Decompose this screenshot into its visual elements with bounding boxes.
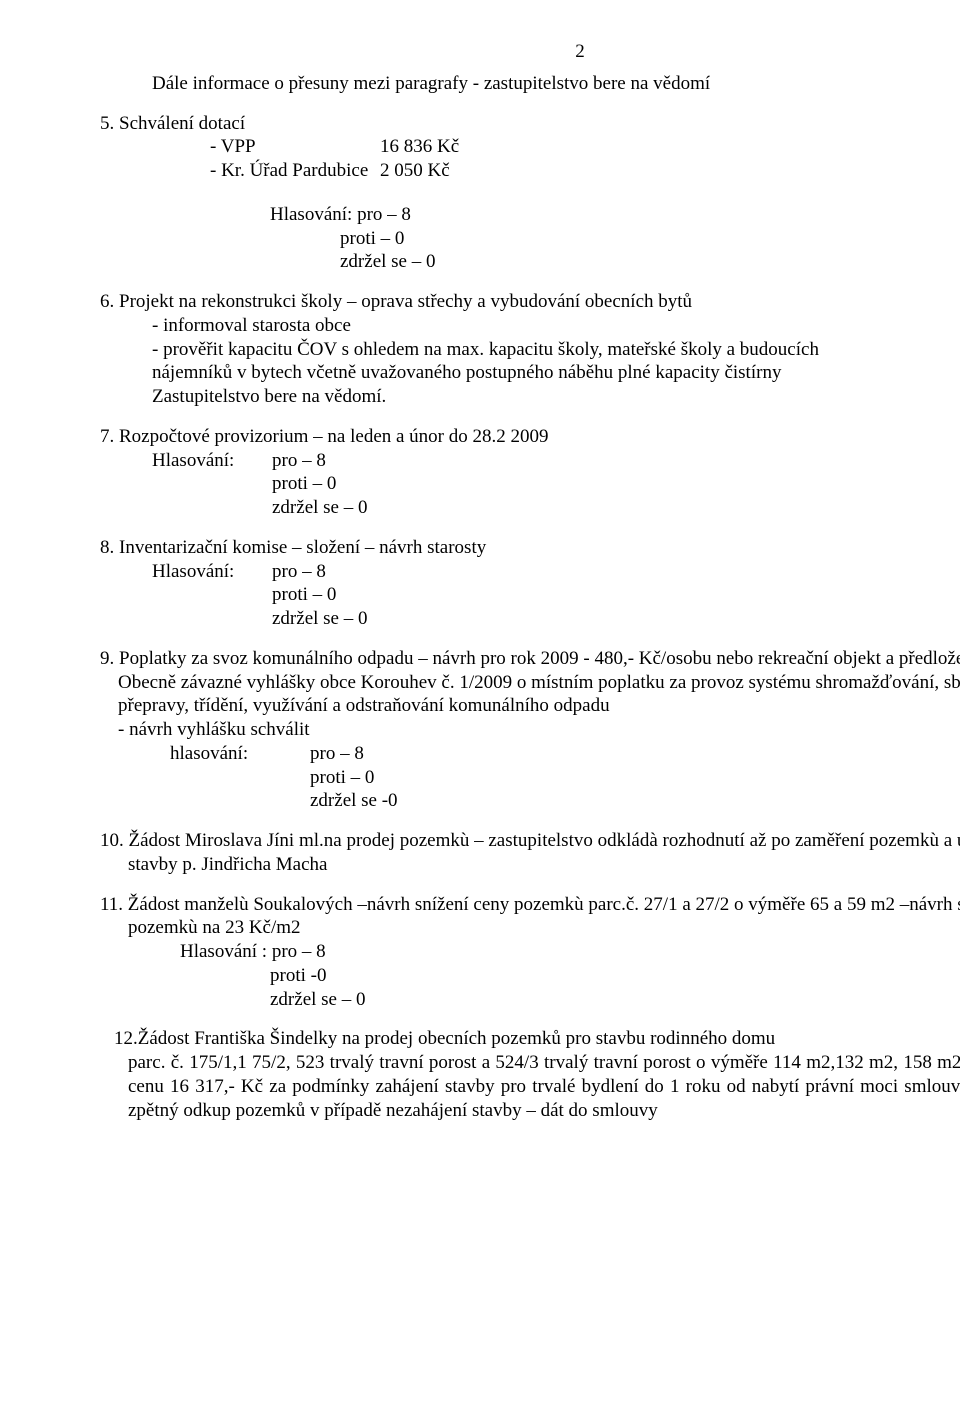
section-8-hlas-zdrzel: zdržel se – 0 [272,607,367,631]
section-5-row-vpp: - VPP 16 836 Kč [100,135,960,159]
page-number: 2 [100,40,960,64]
section-6: 6. Projekt na rekonstrukci školy – oprav… [100,290,960,409]
section-12-body: parc. č. 175/1,1 75/2, 523 trvalý travní… [100,1051,960,1122]
section-12: 12.Žádost Františka Šindelky na prodej o… [100,1027,960,1122]
section-6-line-2: - prověřit kapacitu ČOV s ohledem na max… [100,338,960,362]
section-5-row-pardubice: - Kr. Úřad Pardubice 2 050 Kč [100,159,960,183]
section-9-hlas-pro: pro – 8 [310,742,364,766]
section-8-hlas-label: Hlasování: [152,560,272,584]
section-5-title: 5. Schválení dotací [100,112,960,136]
section-7-hlas-zdrzel: zdržel se – 0 [272,496,367,520]
section-7-hlas-label: Hlasování: [152,449,272,473]
section-6-line-4: Zastupitelstvo bere na vědomí. [100,385,960,409]
section-8-title: 8. Inventarizační komise – složení – náv… [100,536,960,560]
section-5-hlas-proti: proti – 0 [100,227,960,251]
intro-paragraph: Dále informace o přesuny mezi paragrafy … [100,72,960,96]
section-11-hlas-pro: Hlasování : pro – 8 [100,940,960,964]
section-5-pardubice-value: 2 050 Kč [380,159,450,183]
section-5-hlas-zdrzel: zdržel se – 0 [100,250,960,274]
section-9-hlas-proti: proti – 0 [310,766,374,790]
section-10: 10. Žádost Miroslava Jíni ml.na prodej p… [100,829,960,877]
section-11-text: 11. Žádost manželù Soukalových –návrh sn… [100,893,960,941]
section-12-line-1: 12.Žádost Františka Šindelky na prodej o… [100,1027,960,1051]
section-9: 9. Poplatky za svoz komunálního odpadu –… [100,647,960,813]
section-11-hlas-zdrzel: zdržel se – 0 [100,988,960,1012]
section-11: 11. Žádost manželù Soukalových –návrh sn… [100,893,960,1012]
section-7-title: 7. Rozpočtové provizorium – na leden a ú… [100,425,960,449]
section-7: 7. Rozpočtové provizorium – na leden a ú… [100,425,960,520]
section-7-hlas-proti: proti – 0 [272,472,336,496]
section-11-hlas-proti: proti -0 [100,964,960,988]
section-10-text: 10. Žádost Miroslava Jíni ml.na prodej p… [100,829,960,877]
section-8: 8. Inventarizační komise – složení – náv… [100,536,960,631]
section-6-title: 6. Projekt na rekonstrukci školy – oprav… [100,290,960,314]
section-5-vpp-value: 16 836 Kč [380,135,459,159]
section-8-hlas-proti: proti – 0 [272,583,336,607]
section-9-title: 9. Poplatky za svoz komunálního odpadu –… [100,647,960,718]
section-8-hlas-pro: pro – 8 [272,560,326,584]
section-6-line-1: - informoval starosta obce [100,314,960,338]
section-5-vpp-label: - VPP [210,135,380,159]
section-5: 5. Schválení dotací - VPP 16 836 Kč - Kr… [100,112,960,275]
section-5-pardubice-label: - Kr. Úřad Pardubice [210,159,380,183]
section-9-hlas-zdrzel: zdržel se -0 [310,789,398,813]
section-5-hlas-pro: Hlasování: pro – 8 [100,203,960,227]
section-9-line-1: - návrh vyhlášku schválit [100,718,960,742]
section-6-line-3: nájemníků v bytech včetně uvažovaného po… [100,361,960,385]
section-9-hlas-label: hlasování: [170,742,310,766]
section-7-hlas-pro: pro – 8 [272,449,326,473]
